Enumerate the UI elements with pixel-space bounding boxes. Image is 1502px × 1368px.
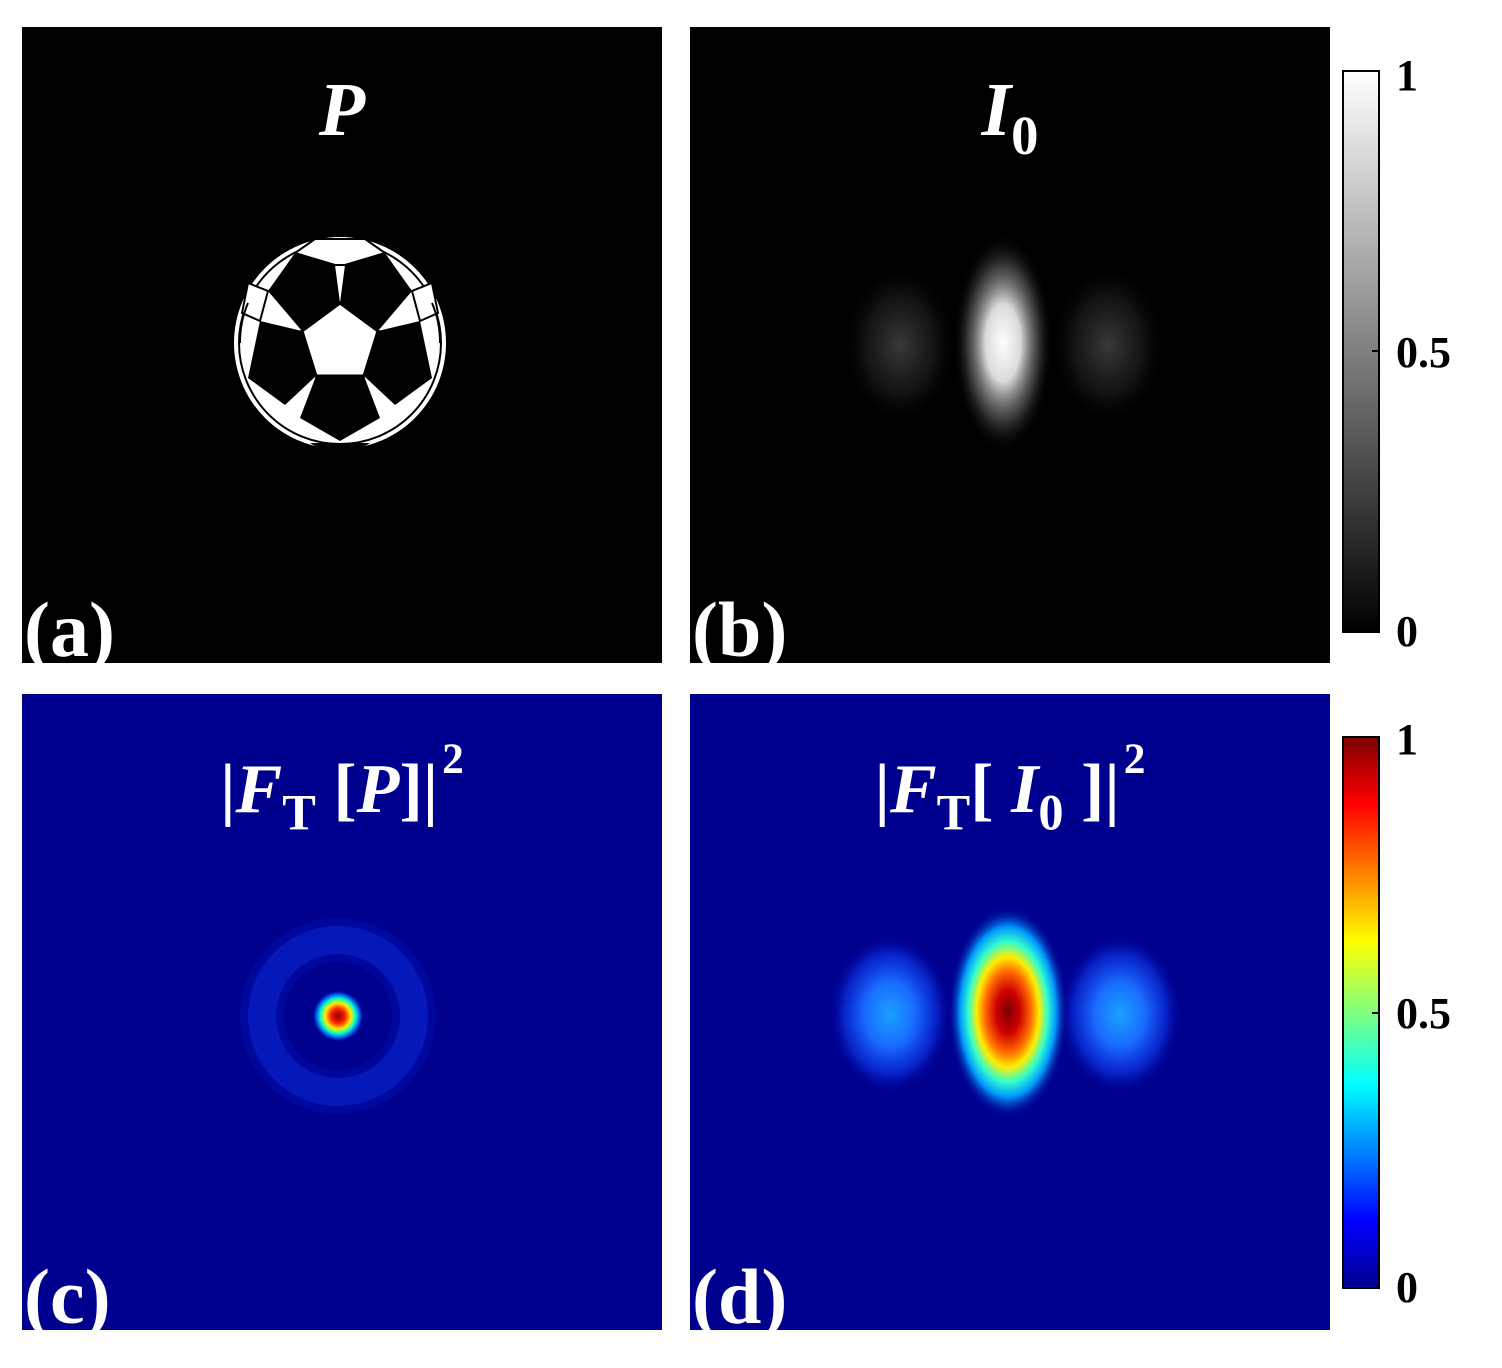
panel-a-image [234, 237, 446, 449]
panel-c-title: |FT [P]|2 [220, 735, 464, 841]
panel-c-label: (c) [24, 1253, 111, 1331]
colorbar-jet-tick-mid [1372, 1012, 1380, 1014]
peak-center [953, 233, 1053, 453]
ring [248, 926, 428, 1106]
panel-a-heatmap: P (a) [22, 27, 662, 663]
colorbar-jet-tick-1: 1 [1396, 715, 1418, 764]
colorbar-gray-tick-1: 1 [1396, 51, 1418, 100]
peak-left [842, 265, 958, 425]
panel-b-image [842, 233, 1166, 453]
colorbar-gray-tick-0: 0 [1396, 607, 1418, 656]
peak-center [948, 906, 1068, 1118]
panel-b-heatmap: I0 (b) [690, 27, 1330, 663]
peak-right [1058, 934, 1182, 1094]
peak-right [1050, 265, 1166, 425]
panel-c-heatmap: |FT [P]|2 (c) [22, 694, 662, 1330]
ring-outer-glow [240, 918, 436, 1114]
panel-c-image [240, 918, 436, 1114]
panel-d-heatmap: |FT[ I0 ]|2 (d) [690, 694, 1330, 1330]
panel-d-title: |FT[ I0 ]|2 [874, 735, 1146, 841]
peak-center [312, 990, 364, 1042]
colorbar-jet-tick-0-5: 0.5 [1396, 989, 1451, 1038]
panel-b-label: (b) [692, 586, 788, 664]
panel-d-label: (d) [692, 1253, 788, 1331]
panel-b-title: I0 [981, 68, 1039, 167]
colorbar-gray-tick-mid [1372, 350, 1380, 352]
soccer-ball-icon [234, 237, 446, 449]
panel-a-label: (a) [24, 586, 115, 664]
peak-left [828, 934, 952, 1094]
colorbar-gray-tick-0-5: 0.5 [1396, 328, 1451, 377]
panel-a-title: P [318, 68, 366, 152]
colorbar-jet-tick-0: 0 [1396, 1263, 1418, 1312]
panel-d-image [828, 906, 1182, 1118]
